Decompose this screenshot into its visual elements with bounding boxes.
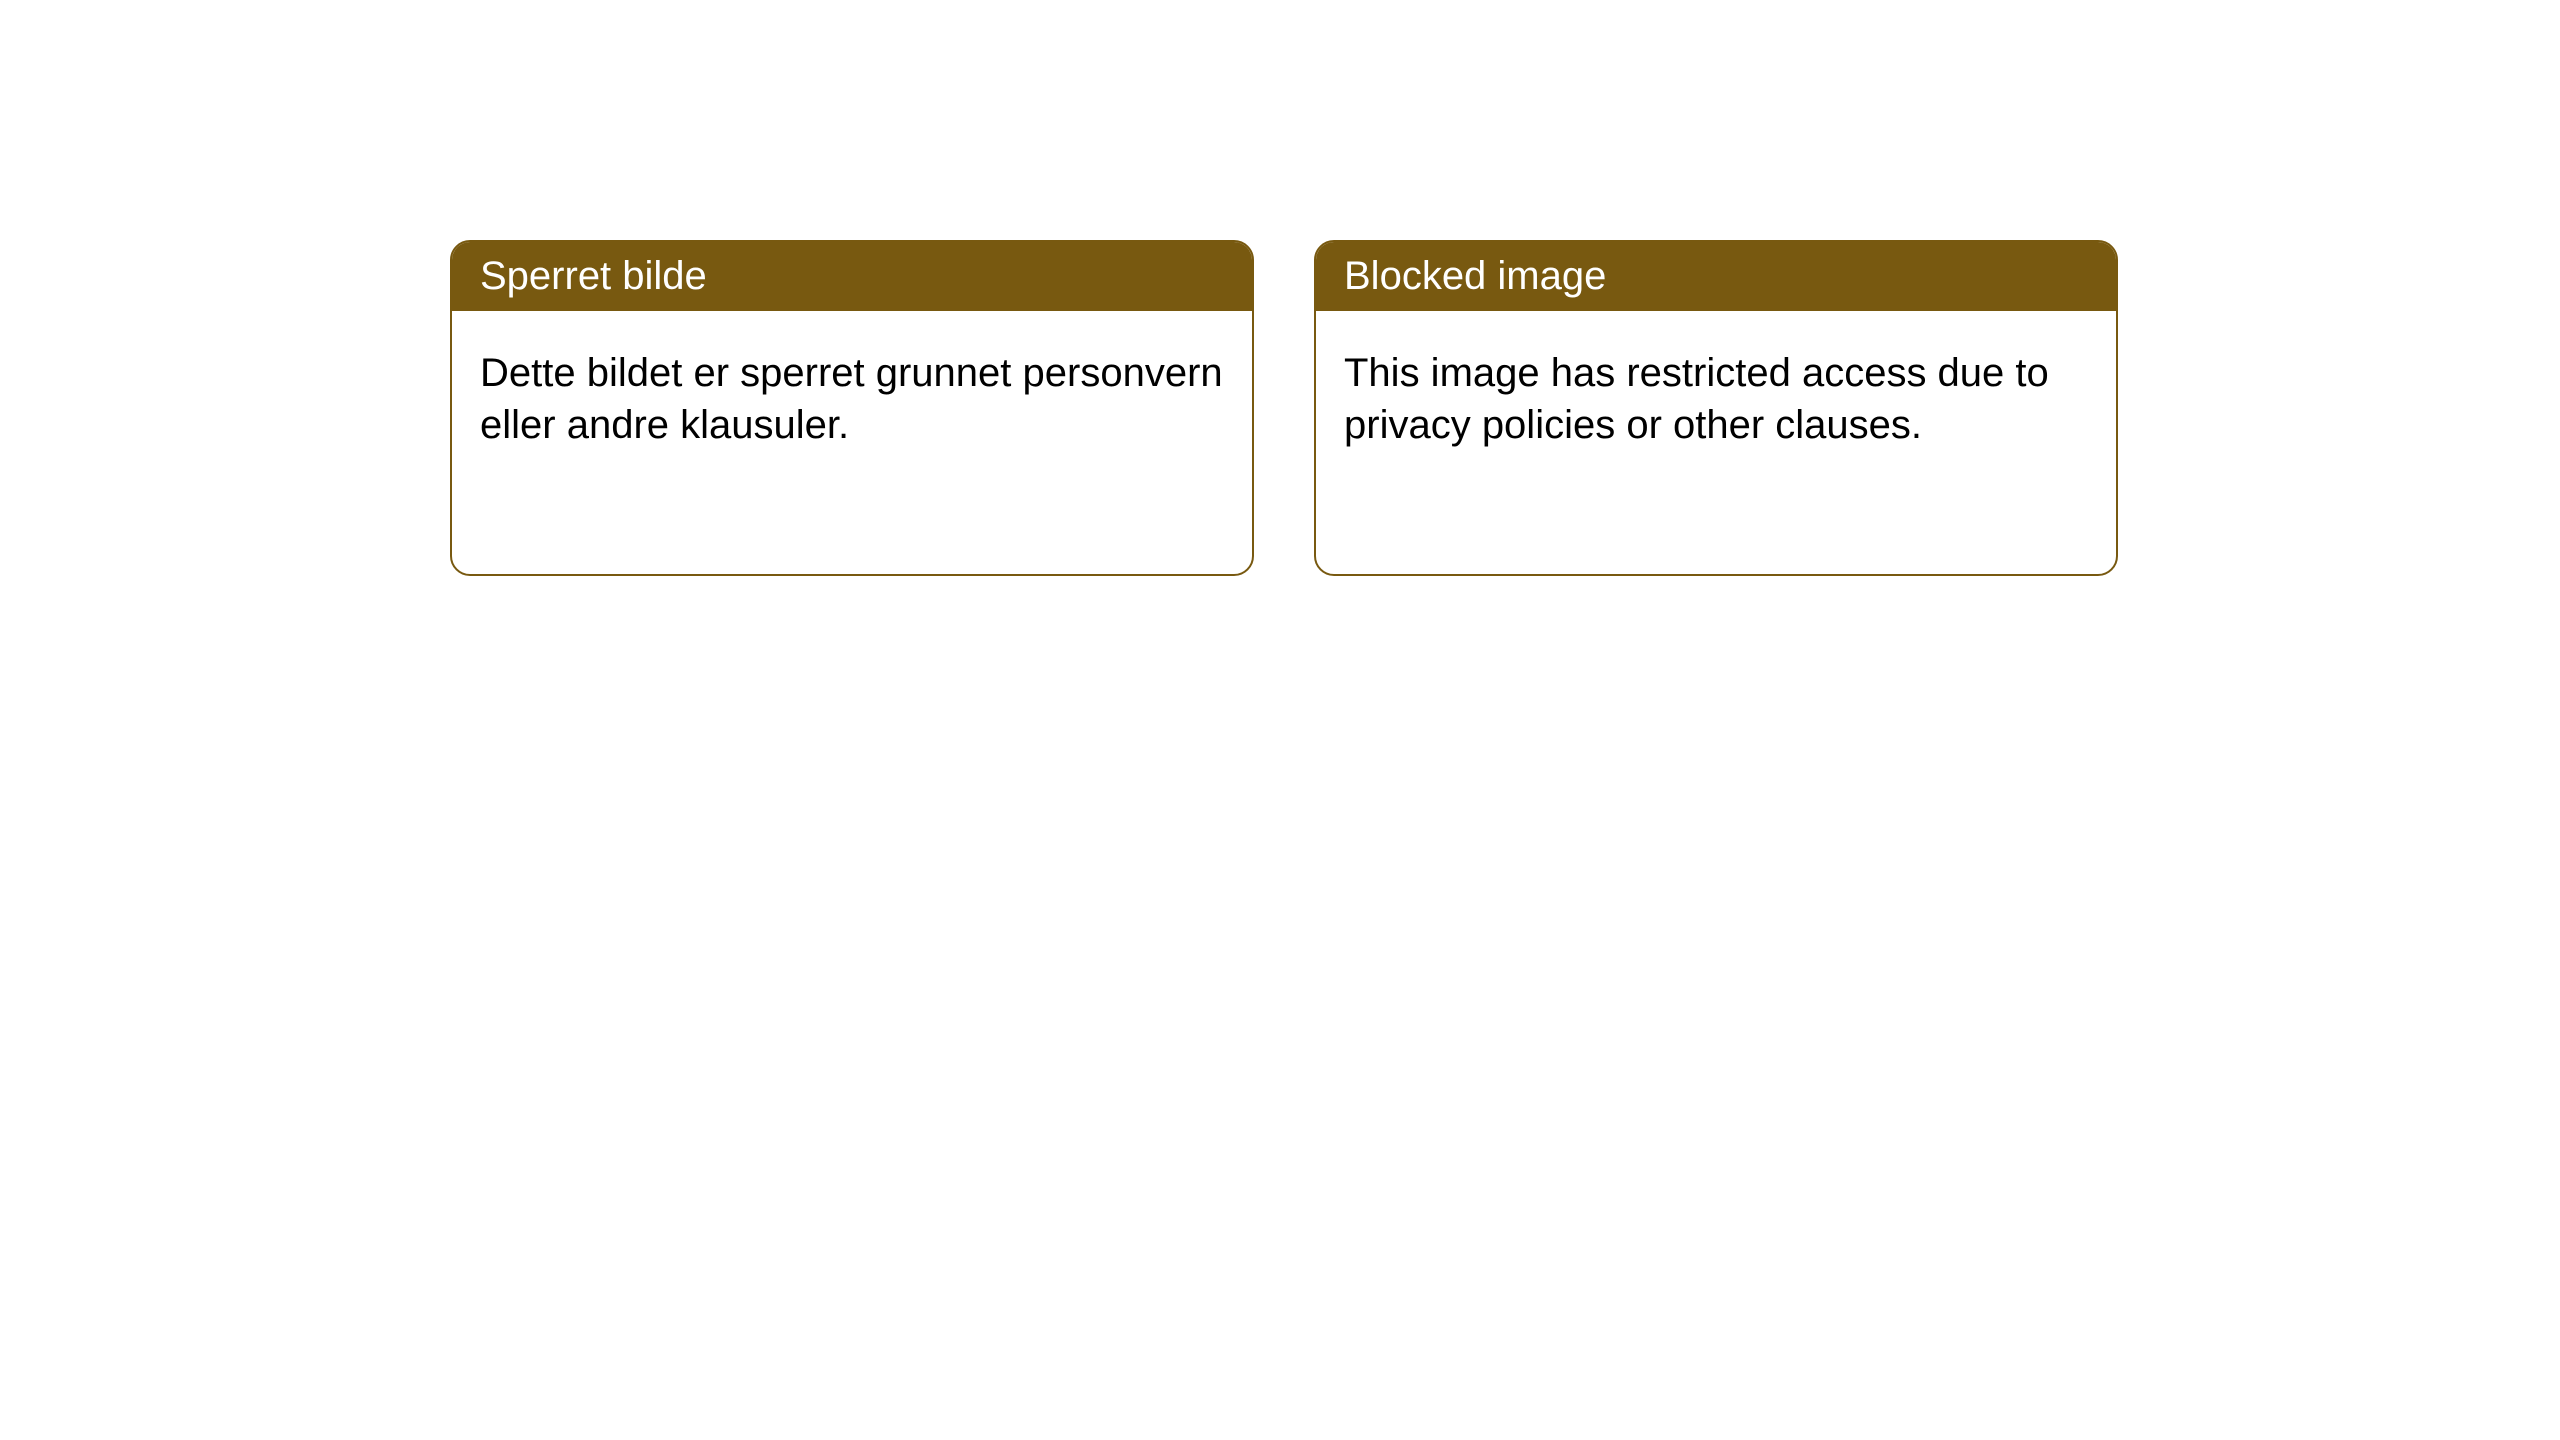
card-title: Sperret bilde: [480, 254, 707, 298]
card-body: Dette bildet er sperret grunnet personve…: [452, 311, 1252, 487]
card-body-text: Dette bildet er sperret grunnet personve…: [480, 351, 1223, 447]
notice-card-norwegian: Sperret bilde Dette bildet er sperret gr…: [450, 240, 1254, 576]
card-body: This image has restricted access due to …: [1316, 311, 2116, 487]
card-body-text: This image has restricted access due to …: [1344, 351, 2049, 447]
card-header: Blocked image: [1316, 242, 2116, 311]
card-title: Blocked image: [1344, 254, 1606, 298]
card-header: Sperret bilde: [452, 242, 1252, 311]
notice-cards-container: Sperret bilde Dette bildet er sperret gr…: [450, 240, 2118, 576]
notice-card-english: Blocked image This image has restricted …: [1314, 240, 2118, 576]
